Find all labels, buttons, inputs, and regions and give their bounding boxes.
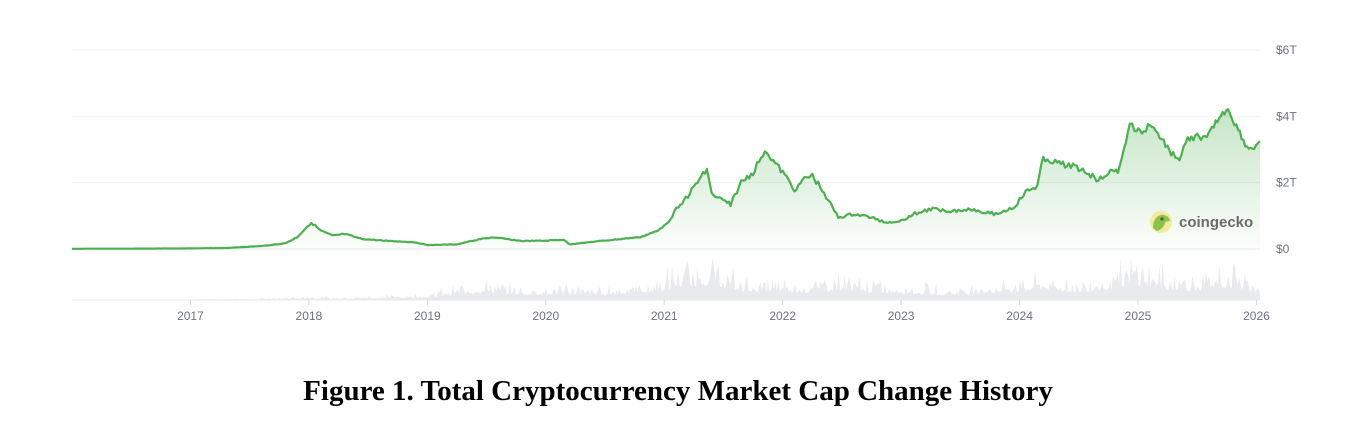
x-tick-label: 2020 — [532, 309, 559, 323]
x-tick-label: 2021 — [651, 309, 678, 323]
volume-area — [72, 258, 1260, 300]
y-tick-label: $6T — [1276, 43, 1297, 57]
market-cap-chart: $0 $2T $4T $6T 2017 2018 2019 2020 2021 2022 2023… — [72, 43, 1297, 323]
x-tick-label: 2018 — [296, 309, 323, 323]
x-tick-label: 2017 — [177, 309, 204, 323]
figure-caption: Figure 1. Total Cryptocurrency Market Ca… — [303, 375, 1053, 407]
y-tick-label: $2T — [1276, 176, 1297, 190]
market-cap-line — [72, 108, 1261, 250]
gecko-head-icon — [1153, 214, 1170, 231]
coingecko-watermark: coingecko — [1150, 211, 1253, 233]
x-tick-label: 2023 — [888, 309, 915, 323]
y-tick-label: $4T — [1276, 109, 1297, 123]
coingecko-logo-text: coingecko — [1179, 214, 1253, 231]
market-cap-area-fill — [72, 109, 1260, 249]
x-tick-label: 2024 — [1006, 309, 1033, 323]
x-tick-label: 2025 — [1125, 309, 1152, 323]
y-tick-label: $0 — [1276, 242, 1290, 256]
x-tick-label: 2019 — [414, 309, 441, 323]
x-tick-label: 2026 — [1243, 309, 1270, 323]
x-tick-label: 2022 — [769, 309, 796, 323]
